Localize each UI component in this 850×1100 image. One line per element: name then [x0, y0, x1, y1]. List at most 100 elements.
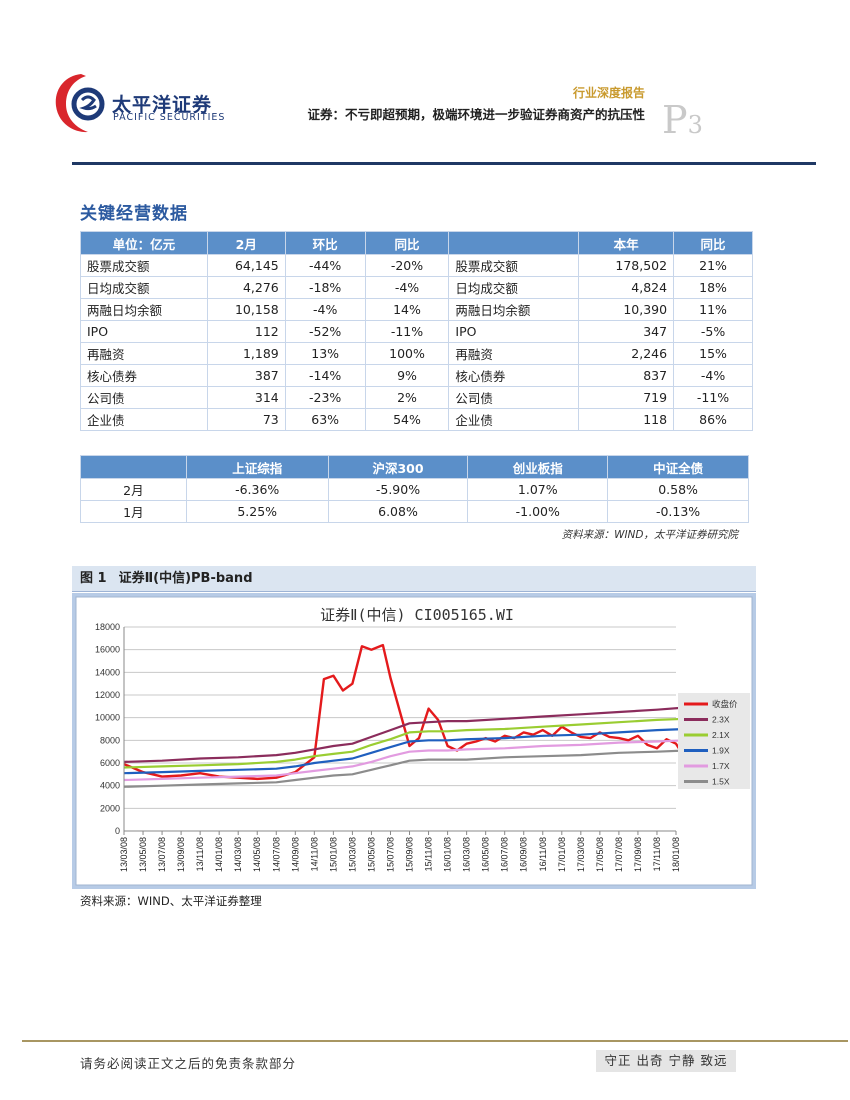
- table-cell: 64,145: [206, 254, 286, 277]
- table-cell: 54%: [364, 408, 450, 431]
- table-cell: -11%: [673, 386, 753, 409]
- table-cell: 2月: [80, 478, 187, 501]
- table-cell: 63%: [284, 408, 366, 431]
- y-tick-label: 6000: [100, 758, 120, 768]
- table-cell: 股票成交额: [448, 254, 580, 277]
- x-tick-label: 13/11/08: [195, 837, 205, 871]
- table-cell: 4,276: [206, 276, 286, 299]
- y-tick-label: 18000: [95, 622, 120, 632]
- pb-band-chart: 证券Ⅱ(中信) CI005165.WI 0 2000 4000 6000 8000 100…: [75, 596, 753, 886]
- header-csi300: 沪深300: [327, 455, 469, 479]
- table-cell: 公司债: [448, 386, 580, 409]
- x-tick-label: 16/07/08: [500, 837, 510, 872]
- legend-label: 1.9X: [712, 746, 730, 756]
- logo-text: 太平洋证券: [112, 94, 213, 116]
- table-cell: 企业债: [448, 408, 580, 431]
- table-row: 1月 5.25% 6.08% -1.00% -0.13%: [80, 500, 749, 523]
- table-cell: 日均成交额: [448, 276, 580, 299]
- y-tick-label: 2000: [100, 803, 120, 813]
- table-cell: 10,158: [206, 298, 286, 321]
- table-cell: 21%: [673, 254, 753, 277]
- legend-label: 1.7X: [712, 761, 730, 771]
- pacific-securities-logo-icon: [55, 74, 105, 133]
- series-line: [123, 643, 683, 781]
- x-tick-label: 14/01/08: [214, 837, 224, 872]
- header-chinext: 创业板指: [467, 455, 609, 479]
- x-tick-label: 17/09/08: [633, 837, 643, 872]
- table-cell: 11%: [673, 298, 753, 321]
- table-cell: 日均成交额: [80, 276, 208, 299]
- table-cell: 再融资: [448, 342, 580, 365]
- legend-label: 收盘价: [712, 699, 738, 709]
- table-cell: 347: [578, 320, 675, 343]
- table-cell: 9%: [364, 364, 450, 387]
- header-blank: [448, 231, 580, 255]
- table-cell: 2,246: [578, 342, 675, 365]
- table-cell: -11%: [364, 320, 450, 343]
- figure-caption: 证券Ⅱ(中信)PB-band: [118, 571, 253, 586]
- table-cell: -5%: [673, 320, 753, 343]
- chart-frame: 证券Ⅱ(中信) CI005165.WI 0 2000 4000 6000 8000 100…: [72, 593, 756, 889]
- y-tick-label: 8000: [100, 735, 120, 745]
- table-cell: 837: [578, 364, 675, 387]
- table-cell: -18%: [284, 276, 366, 299]
- table-header-row: 单位：亿元 2月 环比 同比 本年 同比: [80, 231, 753, 255]
- table-cell: 86%: [673, 408, 753, 431]
- x-tick-label: 16/05/08: [481, 837, 491, 872]
- table-cell: 118: [578, 408, 675, 431]
- table-cell: 1,189: [206, 342, 286, 365]
- page-letter: P: [662, 98, 688, 142]
- report-title: 证券：不亏即超预期，极端环境进一步验证券商资产的抗压性: [307, 107, 645, 122]
- header-sse: 上证综指: [185, 455, 329, 479]
- table-cell: 314: [206, 386, 286, 409]
- page-number: P3: [662, 98, 703, 142]
- table-cell: -14%: [284, 364, 366, 387]
- x-tick-label: 14/11/08: [309, 837, 319, 871]
- table-row: 股票成交额 64,145 -44% -20% 股票成交额 178,502 21%: [80, 254, 753, 277]
- table-cell: 再融资: [80, 342, 208, 365]
- table-cell: -1.00%: [467, 500, 609, 523]
- table-cell: 股票成交额: [80, 254, 208, 277]
- table-cell: 18%: [673, 276, 753, 299]
- x-tick-label: 17/03/08: [576, 837, 586, 872]
- table-cell: -52%: [284, 320, 366, 343]
- table-row: 再融资 1,189 13% 100% 再融资 2,246 15%: [80, 342, 753, 365]
- table-cell: 4,824: [578, 276, 675, 299]
- x-tick-label: 18/01/08: [671, 837, 681, 872]
- x-tick-label: 16/11/08: [538, 837, 548, 871]
- header-ytd-yoy: 同比: [673, 231, 753, 255]
- header-unit: 单位：亿元: [80, 231, 208, 255]
- table-row: 日均成交额 4,276 -18% -4% 日均成交额 4,824 18%: [80, 276, 753, 299]
- table-cell: -23%: [284, 386, 366, 409]
- x-tick-label: 17/05/08: [595, 837, 605, 872]
- section-title: 关键经营数据: [80, 204, 188, 224]
- legend-label: 1.5X: [712, 777, 730, 787]
- y-tick-label: 14000: [95, 667, 120, 677]
- disclaimer-text: 请务必阅读正文之后的免责条款部分: [80, 1056, 297, 1071]
- table-cell: 14%: [364, 298, 450, 321]
- x-tick-label: 15/09/08: [405, 837, 415, 872]
- table-cell: 15%: [673, 342, 753, 365]
- table-cell: 112: [206, 320, 286, 343]
- y-tick-label: 0: [115, 826, 120, 836]
- table-row: IPO 112 -52% -11% IPO 347 -5%: [80, 320, 753, 343]
- legend-label: 2.3X: [712, 715, 730, 725]
- table-cell: -44%: [284, 254, 366, 277]
- x-tick-label: 17/07/08: [614, 837, 624, 872]
- table-cell: 0.58%: [607, 478, 749, 501]
- x-tick-label: 17/11/08: [652, 837, 662, 871]
- x-tick-label: 13/03/08: [119, 837, 129, 872]
- header-period: [80, 455, 187, 479]
- header-month: 2月: [206, 231, 286, 255]
- table-cell: 719: [578, 386, 675, 409]
- x-tick-label: 15/01/08: [328, 837, 338, 872]
- x-tick-label: 15/03/08: [347, 837, 357, 872]
- company-motto: 守正 出奇 宁静 致远: [596, 1050, 736, 1072]
- report-type: 行业深度报告: [572, 86, 645, 100]
- table-cell: 178,502: [578, 254, 675, 277]
- logo-english-text: PACIFIC SECURITIES: [113, 112, 226, 123]
- table-cell: 1月: [80, 500, 187, 523]
- header-mom: 环比: [284, 231, 366, 255]
- index-performance-table: 上证综指 沪深300 创业板指 中证全债 2月 -6.36% -5.90% 1.07%…: [80, 455, 749, 523]
- legend-label: 2.1X: [712, 730, 730, 740]
